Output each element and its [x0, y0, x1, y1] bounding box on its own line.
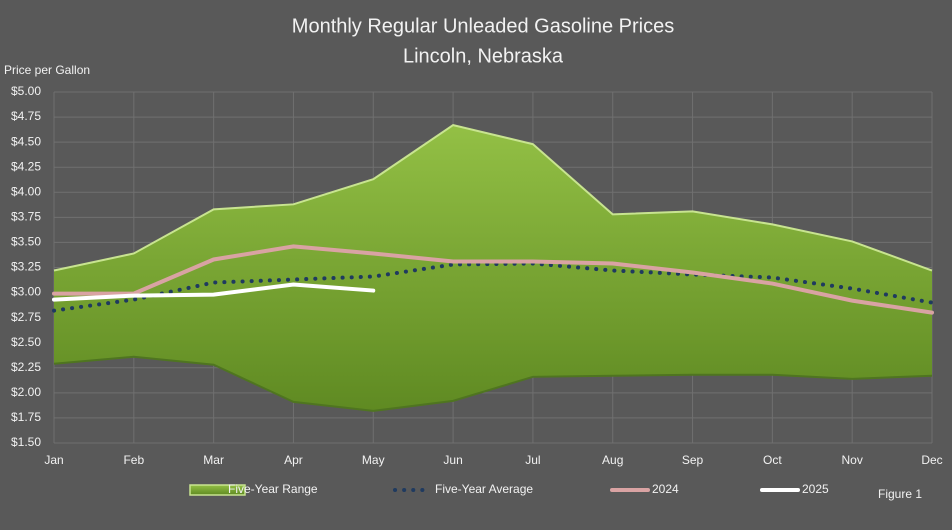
x-tick-label: Nov	[842, 453, 863, 467]
x-tick-label: Sep	[682, 453, 704, 467]
y-tick-label: $1.75	[11, 410, 41, 424]
y-tick-label: $3.00	[11, 285, 41, 299]
y-tick-label: $4.25	[11, 159, 41, 173]
range-area	[54, 125, 932, 411]
x-tick-label: Feb	[123, 453, 144, 467]
x-tick-label: May	[362, 453, 385, 467]
y-tick-label: $4.50	[11, 134, 41, 148]
y-tick-label: $4.75	[11, 109, 41, 123]
y-tick-label: $5.00	[11, 84, 41, 98]
x-tick-label: Jan	[44, 453, 63, 467]
x-tick-label: Dec	[921, 453, 942, 467]
y-axis-title: Price per Gallon	[4, 63, 90, 77]
legend-label: 2024	[652, 482, 679, 496]
chart-title: Monthly Regular Unleaded Gasoline Prices	[292, 15, 674, 37]
legend-label: Five-Year Range	[228, 482, 318, 496]
x-tick-label: Jul	[525, 453, 540, 467]
legend-label: 2025	[802, 482, 829, 496]
y-tick-label: $2.25	[11, 360, 41, 374]
y-tick-label: $2.75	[11, 310, 41, 324]
y-tick-label: $2.50	[11, 335, 41, 349]
y-tick-label: $2.00	[11, 385, 41, 399]
legend-swatch	[189, 484, 246, 496]
x-tick-label: Aug	[602, 453, 623, 467]
legend-label: Five-Year Average	[435, 482, 533, 496]
chart-subtitle: Lincoln, Nebraska	[403, 45, 564, 67]
y-tick-label: $3.25	[11, 260, 41, 274]
figure-label: Figure 1	[878, 487, 922, 501]
series-line	[52, 244, 934, 315]
range-top-edge	[53, 124, 933, 272]
average-line	[52, 261, 934, 313]
range-bottom-edge	[53, 355, 933, 412]
x-tick-label: Apr	[284, 453, 303, 467]
x-tick-label: Mar	[203, 453, 224, 467]
y-tick-label: $3.50	[11, 235, 41, 249]
x-tick-label: Jun	[443, 453, 462, 467]
x-tick-label: Oct	[763, 453, 782, 467]
series-line	[52, 282, 376, 302]
y-tick-label: $4.00	[11, 184, 41, 198]
y-tick-label: $1.50	[11, 435, 41, 449]
y-tick-label: $3.75	[11, 210, 41, 224]
